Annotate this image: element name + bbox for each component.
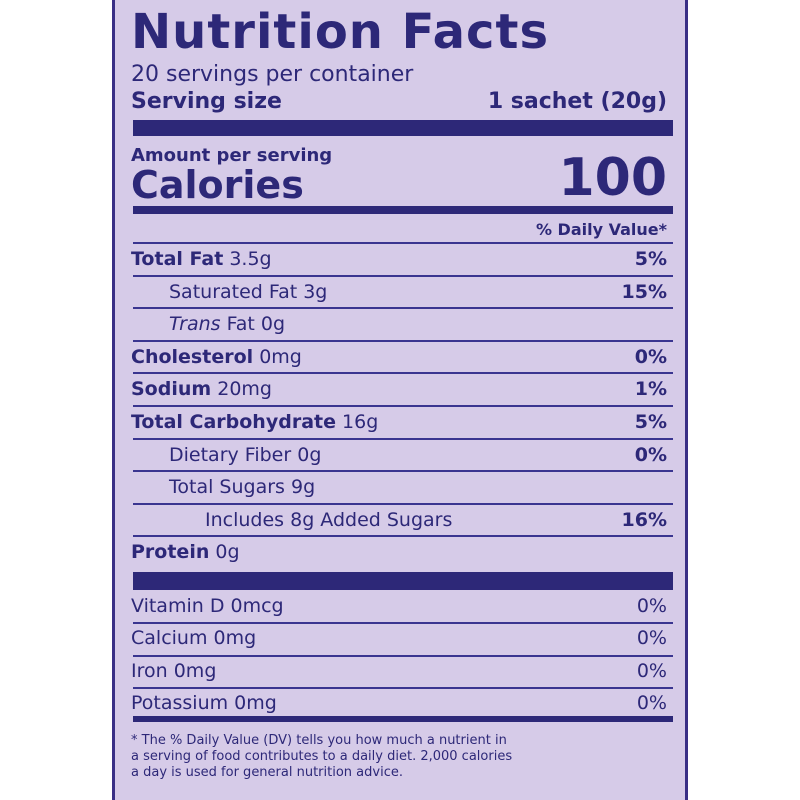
nutrient-amount: 9g [290, 476, 316, 499]
nutrient-row: Total Sugars 9g [169, 476, 315, 498]
rule [133, 405, 673, 407]
vitamin-dv: 0% [636, 595, 667, 617]
nutrient-amount: 16g [342, 411, 379, 433]
nutrient-amount: 0mg [259, 345, 302, 368]
nutrient-row: Trans Fat 0g [169, 313, 285, 335]
nutrient-amount: 0g [260, 313, 286, 336]
nutrient-row: Saturated Fat 3g [169, 281, 327, 303]
rule [133, 502, 673, 505]
nutrient-name: Protein [131, 541, 210, 564]
nutrient-dv: 5% [634, 411, 667, 433]
nutrient-name: Dietary Fiber [169, 443, 292, 466]
nutrient-dv: 5% [634, 248, 667, 270]
vitamin-amount: 0mg [234, 691, 277, 714]
footnote-line: a day is used for general nutrition advi… [131, 765, 403, 780]
nutrient-name: Includes 8g Added Sugars [205, 508, 453, 531]
vitamin-dv: 0% [636, 691, 667, 714]
nutrient-name: Total Fat [131, 248, 224, 270]
vitamin-row: Vitamin D 0mcg [131, 595, 284, 617]
rule [133, 470, 673, 473]
servings: 20 servings per container [131, 62, 414, 87]
nutrient-row: Cholesterol 0mg [131, 346, 302, 368]
rule [133, 372, 673, 375]
nutrient-name: Cholesterol [131, 345, 254, 368]
nutrient-dv: 15% [621, 280, 667, 303]
vitamin-dv: 0% [636, 627, 667, 650]
serving-size-label: Serving size [131, 89, 282, 114]
medium-bar [133, 206, 673, 214]
rule [133, 242, 673, 244]
calories-label: Calories [131, 163, 304, 207]
rule [133, 307, 673, 310]
nutrient-name: Total Carbohydrate [131, 411, 336, 433]
vitamin-name: Calcium [131, 627, 208, 650]
thick-bar [133, 120, 673, 136]
rule [133, 654, 673, 657]
nutrient-row: Includes 8g Added Sugars [205, 509, 452, 531]
nutrient-dv: 0% [634, 345, 667, 368]
nutrition-label: Nutrition Facts 20 servings per containe… [112, 0, 688, 800]
serving-size-value: 1 sachet (20g) [487, 89, 667, 114]
vitamin-name: Potassium [131, 691, 229, 714]
thick-bar [133, 572, 673, 590]
footnote-line: a serving of food contributes to a daily… [131, 749, 513, 764]
nutrient-name: Fat [226, 313, 255, 336]
vitamin-row: Potassium 0mg [131, 692, 277, 714]
nutrient-row: Dietary Fiber 0g [169, 444, 321, 466]
rule [133, 686, 673, 689]
nutrient-row: Sodium 20mg [131, 378, 272, 400]
nutrient-amount: 3.5g [229, 248, 272, 270]
italic-name: Trans [169, 313, 221, 336]
vitamin-amount: 0mg [173, 659, 217, 682]
rule [133, 274, 673, 277]
rule [133, 339, 673, 342]
rule [133, 622, 673, 625]
amount-per-serving: Amount per serving [131, 145, 333, 166]
vitamin-name: Iron [131, 659, 168, 682]
vitamin-dv: 0% [636, 659, 667, 682]
nutrient-amount: 0g [297, 443, 322, 466]
nutrient-row: Total Carbohydrate 16g [131, 411, 378, 433]
nutrient-dv: 1% [634, 378, 667, 401]
nutrient-amount: 0g [215, 541, 240, 564]
vitamin-amount: 0mg [213, 627, 257, 650]
vitamin-name: Vitamin D [131, 595, 225, 617]
title: Nutrition Facts [131, 4, 550, 60]
nutrient-dv: 0% [634, 443, 667, 466]
rule [133, 535, 673, 538]
vitamin-amount: 0mcg [230, 595, 284, 617]
footnote-line: * The % Daily Value (DV) tells you how m… [131, 733, 507, 748]
vitamin-row: Calcium 0mg [131, 627, 256, 649]
calories-value: 100 [558, 148, 667, 208]
nutrient-amount: 3g [303, 280, 328, 303]
nutrient-name: Sodium [131, 378, 212, 401]
medium-bar [133, 716, 673, 722]
vitamin-row: Iron 0mg [131, 660, 216, 682]
nutrient-amount: 20mg [217, 378, 272, 401]
nutrient-name: Total Sugars [169, 476, 285, 499]
dv-header: % Daily Value* [535, 220, 667, 239]
nutrient-name: Saturated Fat [169, 280, 298, 303]
nutrient-dv: 16% [621, 508, 667, 531]
nutrient-row: Protein 0g [131, 541, 240, 563]
nutrient-row: Total Fat 3.5g [131, 248, 272, 270]
rule [133, 437, 673, 440]
